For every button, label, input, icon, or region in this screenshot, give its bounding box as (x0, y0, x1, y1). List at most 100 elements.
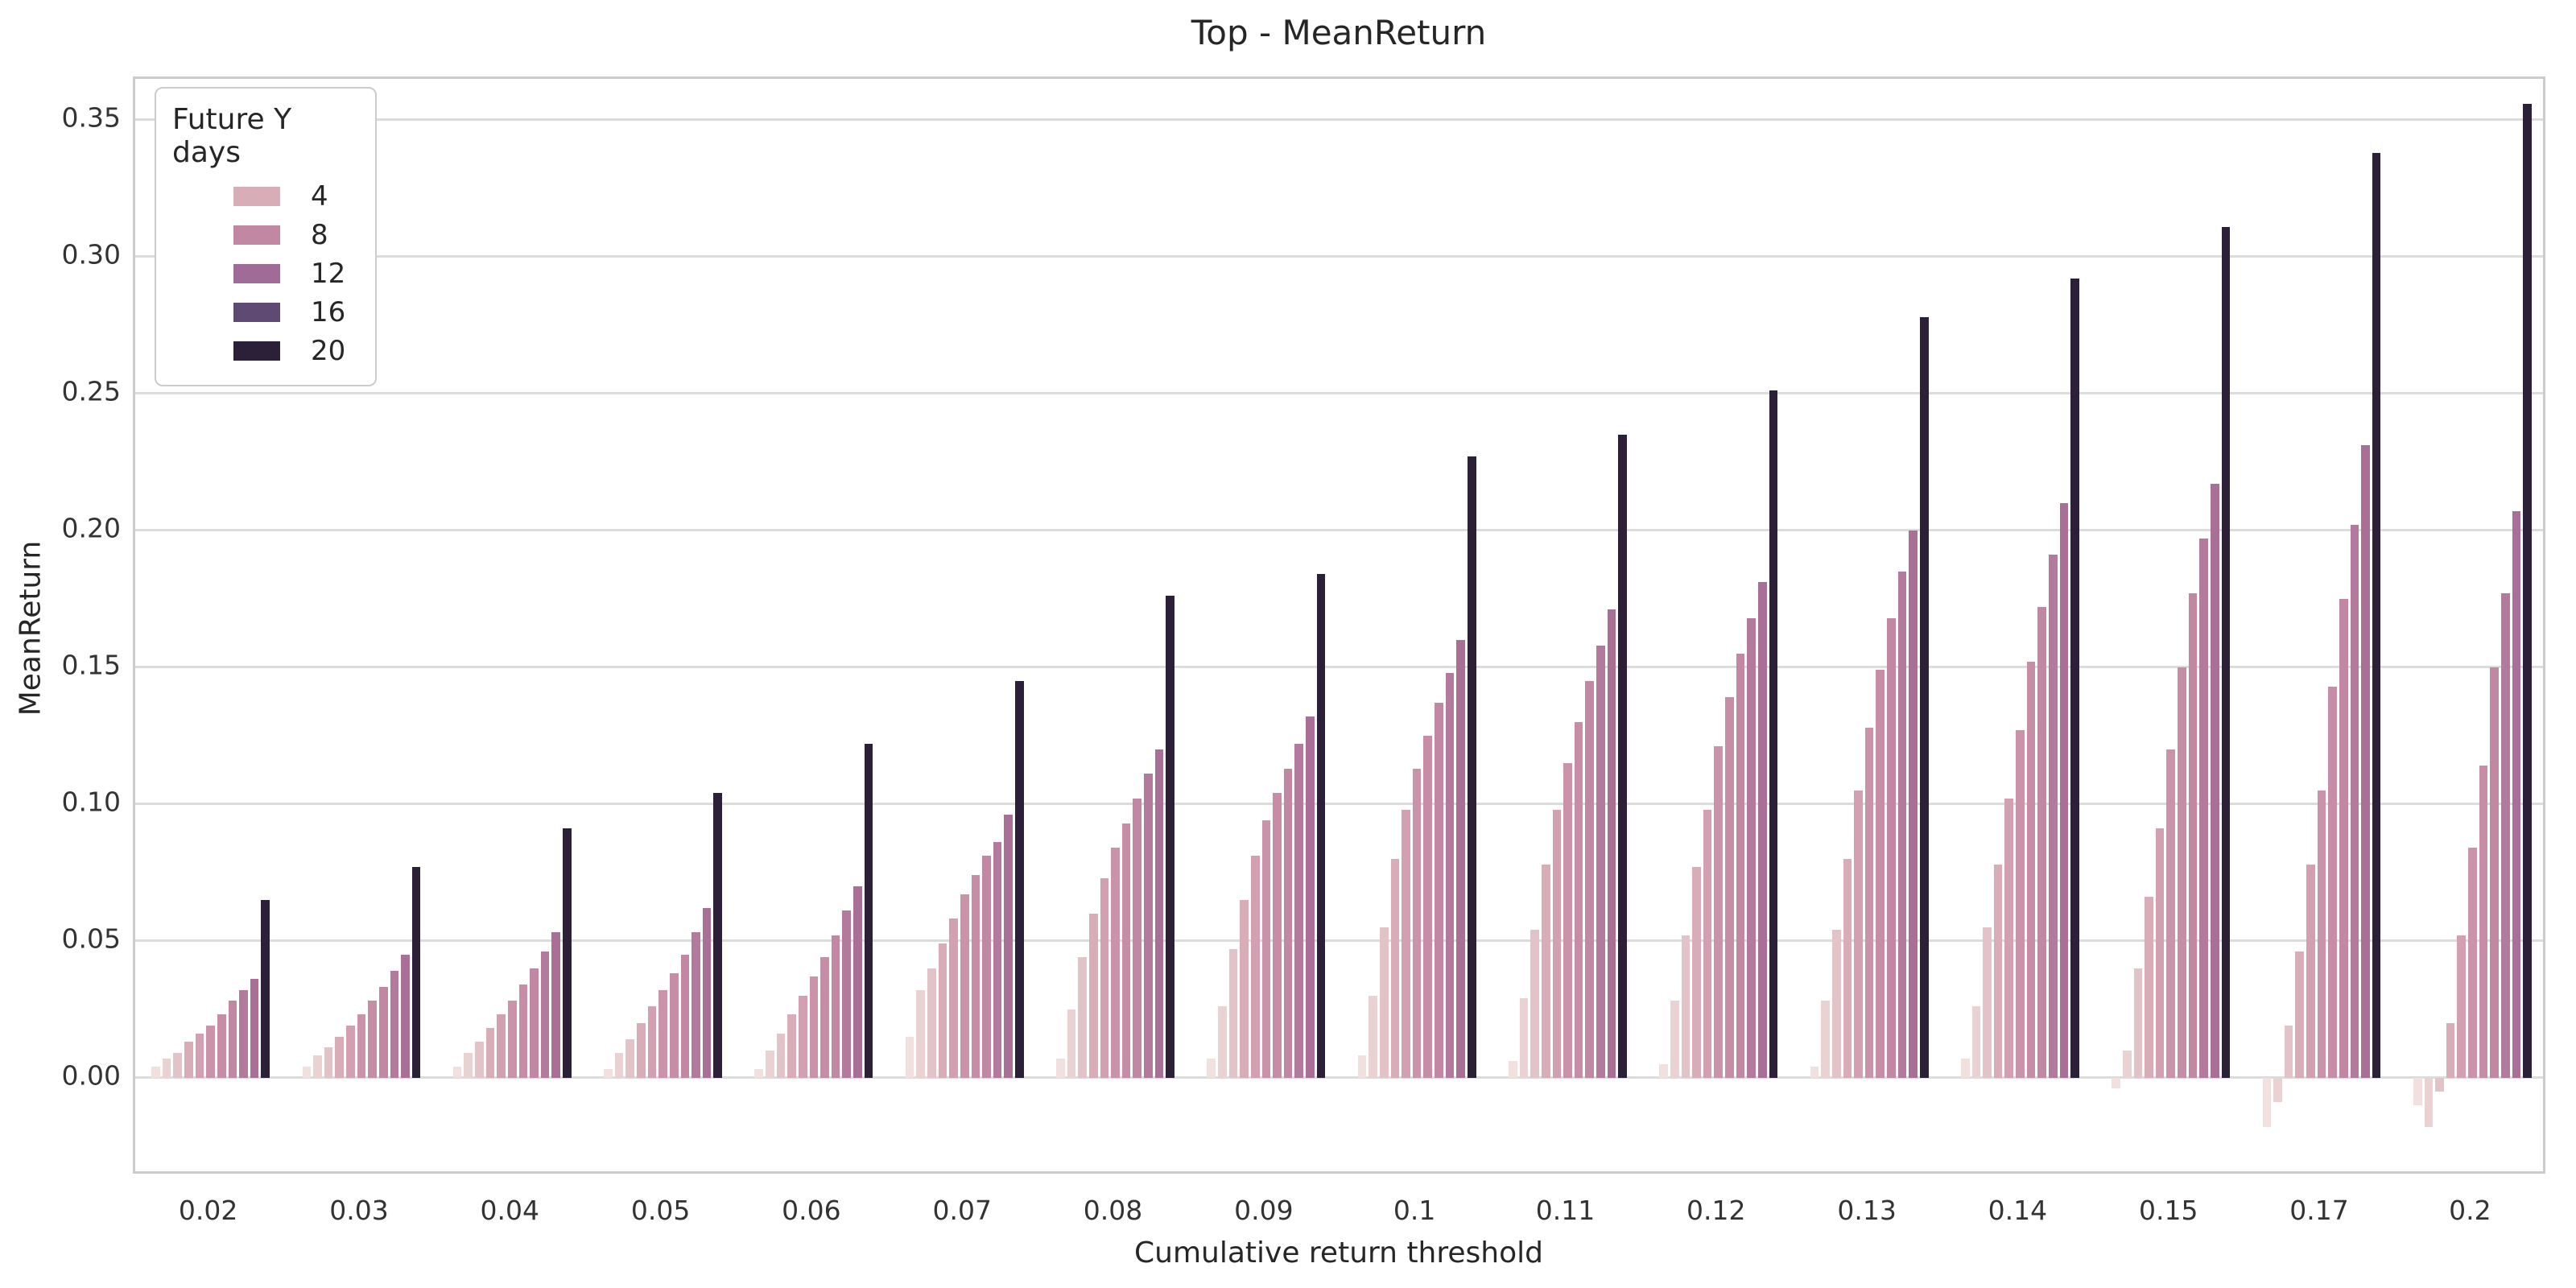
bar-x0.11-day10 (1607, 609, 1616, 1078)
legend-entry-12: 12 (156, 254, 375, 293)
legend-swatch-icon (233, 187, 280, 206)
bar-x0.14-day3 (1983, 927, 1992, 1078)
bar-x0.11-day4 (1541, 864, 1550, 1078)
bar-x0.13-day20 (1919, 316, 1929, 1078)
bar-x0.08-day2 (1067, 1009, 1076, 1078)
bar-x0.15-day9 (2199, 539, 2208, 1078)
bar-x0.09-day10 (1306, 716, 1315, 1078)
bar-x0.15-day3 (2133, 968, 2143, 1078)
bar-x0.02-day7 (217, 1014, 226, 1078)
bar-x0.07-day10 (1004, 815, 1013, 1078)
bar-x0.06-day9 (842, 910, 852, 1078)
bar-x0.06-day3 (776, 1034, 786, 1078)
bar-x0.09-day5 (1250, 856, 1260, 1078)
gridline (135, 529, 2543, 532)
bar-x0.05-day7 (669, 973, 679, 1078)
bar-x0.08-day10 (1154, 749, 1164, 1078)
bar-x0.15-day7 (2178, 667, 2186, 1078)
bar-x0.02-day9 (239, 989, 248, 1078)
bar-x0.09-day3 (1228, 948, 1238, 1078)
legend-entries: 4 8 12 16 20 (156, 177, 375, 370)
bar-x0.09-day2 (1218, 1006, 1227, 1078)
bar-x0.2-day6 (2468, 848, 2477, 1078)
bar-x0.2-day4 (2446, 1022, 2455, 1078)
bar-x0.05-day2 (614, 1053, 624, 1078)
bar-x0.03-day2 (313, 1055, 322, 1078)
bar-x0.15-day5 (2155, 828, 2165, 1078)
bar-x0.12-day5 (1703, 809, 1712, 1078)
bar-x0.15-day2 (2122, 1050, 2132, 1078)
y-tick-label: 0.15 (61, 649, 121, 681)
gridline (135, 255, 2543, 258)
bar-x0.06-day8 (831, 935, 840, 1078)
bar-x0.17-day10 (2361, 445, 2370, 1078)
bar-x0.06-day6 (809, 976, 819, 1078)
bar-x0.1-day9 (1445, 672, 1455, 1078)
bar-x0.17-day8 (2339, 598, 2348, 1078)
bar-x0.1-day5 (1402, 809, 1410, 1078)
bar-x0.03-day20 (411, 866, 421, 1078)
bar-x0.04-day20 (563, 828, 572, 1078)
bar-x0.08-day8 (1133, 798, 1142, 1078)
bar-x0.04-day5 (497, 1014, 506, 1078)
bar-x0.02-day6 (206, 1026, 215, 1078)
y-tick-label: 0.05 (61, 923, 121, 955)
y-tick-label: 0.20 (61, 512, 121, 544)
bar-x0.07-day2 (916, 989, 926, 1078)
bar-x0.1-day2 (1368, 995, 1377, 1078)
bar-x0.17-day1 (2262, 1077, 2272, 1127)
bar-x0.15-day4 (2145, 897, 2153, 1078)
legend-entry-label: 8 (311, 219, 328, 251)
x-tick-label: 0.06 (782, 1195, 841, 1226)
bar-x0.05-day9 (691, 932, 700, 1078)
bar-x0.14-day7 (2026, 661, 2036, 1078)
bar-x0.11-day8 (1585, 680, 1595, 1078)
x-tick-label: 0.1 (1393, 1195, 1436, 1226)
bar-x0.07-day4 (938, 943, 947, 1078)
bar-x0.2-day20 (2523, 103, 2532, 1078)
bar-x0.17-day3 (2284, 1026, 2293, 1078)
y-tick-label: 0.25 (61, 375, 121, 407)
bar-x0.2-day9 (2500, 593, 2510, 1078)
legend: Future Y days 4 8 12 16 20 (155, 87, 377, 386)
bar-x0.06-day5 (798, 995, 807, 1078)
bar-x0.06-day20 (864, 743, 873, 1078)
bar-x0.03-day8 (378, 987, 388, 1078)
x-tick-label: 0.08 (1083, 1195, 1143, 1226)
bar-x0.08-day6 (1111, 848, 1120, 1078)
bar-x0.07-day9 (993, 842, 1002, 1078)
bar-x0.15-day10 (2210, 484, 2219, 1078)
bar-x0.11-day2 (1519, 998, 1529, 1078)
x-tick-label: 0.12 (1686, 1195, 1746, 1226)
bar-x0.04-day8 (530, 968, 539, 1078)
legend-entry-label: 4 (311, 180, 328, 213)
bar-x0.02-day3 (173, 1053, 183, 1078)
bar-x0.06-day4 (787, 1014, 796, 1078)
bar-x0.08-day5 (1100, 877, 1109, 1078)
bar-x0.06-day1 (754, 1069, 764, 1078)
bar-x0.05-day5 (647, 1006, 657, 1078)
bar-x0.1-day10 (1456, 639, 1465, 1078)
x-tick-label: 0.02 (178, 1195, 238, 1226)
bar-x0.08-day9 (1144, 774, 1153, 1078)
x-tick-label: 0.11 (1535, 1195, 1596, 1226)
bar-x0.12-day7 (1725, 697, 1734, 1078)
bar-x0.04-day3 (475, 1042, 484, 1078)
bar-x0.05-day4 (637, 1022, 646, 1078)
x-tick-label: 0.03 (329, 1195, 389, 1226)
legend-swatch-icon (233, 303, 280, 322)
bar-x0.14-day1 (1960, 1058, 1970, 1078)
bar-x0.12-day20 (1769, 390, 1778, 1078)
bar-x0.12-day8 (1736, 653, 1745, 1078)
bar-x0.05-day3 (625, 1039, 635, 1078)
x-tick-label: 0.2 (2449, 1195, 2491, 1226)
bar-x0.07-day1 (905, 1036, 914, 1078)
y-axis-label: MeanReturn (14, 540, 47, 716)
bar-x0.03-day6 (357, 1014, 366, 1078)
bar-x0.09-day4 (1240, 899, 1249, 1078)
bar-x0.02-day20 (261, 899, 270, 1078)
bar-x0.04-day10 (551, 932, 561, 1078)
bar-x0.03-day4 (335, 1036, 345, 1078)
bar-x0.02-day4 (184, 1042, 193, 1078)
bar-x0.13-day5 (1854, 790, 1863, 1078)
